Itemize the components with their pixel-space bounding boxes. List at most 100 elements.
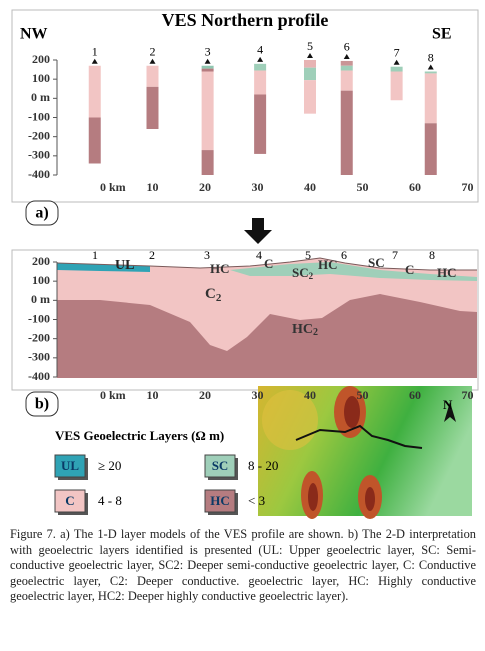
- x-tick-label: 10: [147, 180, 159, 194]
- station-label: 3: [205, 45, 211, 59]
- x-tick-label: 40: [304, 180, 316, 194]
- station-label: 7: [394, 45, 400, 59]
- layer: [424, 73, 437, 124]
- legend-swatch: [204, 454, 236, 478]
- legend-title: VES Geoelectric Layers (Ω m): [55, 428, 224, 443]
- map-inset: [258, 386, 472, 519]
- layer: [304, 67, 316, 81]
- station-label: 2: [149, 248, 155, 262]
- x-tick-label: 10: [147, 388, 159, 402]
- station-label: 1: [92, 45, 98, 59]
- caption: Figure 7. a) The 1-D layer models of the…: [10, 527, 476, 603]
- layer: [340, 90, 353, 175]
- legend-code: C: [65, 493, 74, 508]
- x-tick-label: 40: [304, 388, 316, 402]
- layer-label: HC: [437, 265, 457, 280]
- legend-code: HC: [210, 493, 230, 508]
- station-label: 6: [341, 248, 347, 262]
- y-tick-label: -300: [28, 148, 50, 162]
- x-tick-label: 60: [409, 388, 421, 402]
- y-tick-label: -100: [28, 311, 50, 325]
- legend-swatch: [54, 454, 86, 478]
- station-label: 4: [256, 248, 262, 262]
- station-label: 1: [92, 248, 98, 262]
- north-label: N: [443, 397, 453, 412]
- legend-range: 4 - 8: [98, 493, 122, 508]
- layer-label-sub: 2: [313, 327, 318, 338]
- y-tick-label: -200: [28, 128, 50, 142]
- x-tick-label: 0 km: [100, 180, 126, 194]
- layer-label: C2: [205, 286, 222, 303]
- layer-label: HC2: [292, 322, 318, 338]
- station-label: 5: [305, 248, 311, 262]
- y-tick-label: -200: [28, 330, 50, 344]
- station-label: 3: [204, 248, 210, 262]
- y-tick-label: 0 m: [31, 90, 50, 104]
- x-tick-label: 30: [252, 180, 264, 194]
- legend-swatch: [204, 489, 236, 513]
- layer: [254, 63, 267, 71]
- layer: [201, 68, 214, 72]
- x-tick-label: 20: [199, 180, 211, 194]
- x-tick-label: 60: [409, 180, 421, 194]
- station-label: 6: [344, 40, 350, 54]
- panel-label-box: [25, 391, 59, 417]
- legend-code: UL: [61, 458, 79, 473]
- layer-label: SC: [368, 255, 385, 270]
- layer: [304, 80, 316, 114]
- layer: [146, 65, 159, 87]
- y-tick-label: -400: [28, 369, 50, 383]
- station-marker: [257, 56, 264, 62]
- layer: [390, 66, 403, 72]
- layer: [424, 71, 437, 74]
- x-tick-label: 50: [357, 388, 369, 402]
- legend-range: < 3: [248, 493, 265, 508]
- x-tick-label: 30: [252, 388, 264, 402]
- layer: [340, 70, 353, 91]
- layer-label-text: SC: [292, 265, 309, 280]
- station-marker: [427, 64, 434, 70]
- station-marker: [204, 58, 211, 64]
- layer-label: UL: [115, 258, 134, 273]
- station-marker: [343, 53, 350, 59]
- layer: [201, 65, 214, 69]
- nw-label: NW: [20, 26, 48, 43]
- layer: [201, 150, 214, 175]
- panel-a-frame: [11, 9, 479, 203]
- station-label: 5: [307, 39, 313, 53]
- y-tick-label: -300: [28, 350, 50, 364]
- layer: [88, 65, 101, 118]
- layer: [390, 71, 403, 101]
- legend-range: ≥ 20: [98, 458, 121, 473]
- station-label: 2: [150, 45, 156, 59]
- layer: [424, 123, 437, 175]
- station-label: 8: [428, 50, 434, 64]
- y-tick-label: -400: [28, 167, 50, 181]
- y-tick-label: 100: [32, 71, 50, 85]
- figure-graphic: VES Northern profile NW SE a) b) VES Geo…: [11, 9, 479, 519]
- layer-label: C: [405, 262, 414, 277]
- layer: [201, 71, 214, 151]
- se-label: SE: [432, 26, 452, 43]
- layer: [88, 117, 101, 164]
- panel-label: a): [35, 205, 48, 222]
- station-marker: [393, 59, 400, 65]
- layer: [340, 65, 353, 71]
- panel-b-frame: [11, 249, 479, 391]
- x-tick-label: 50: [357, 180, 369, 194]
- y-tick-label: 200: [32, 254, 50, 268]
- layer-label: C: [264, 256, 273, 271]
- layer: [254, 94, 267, 154]
- y-tick-label: 100: [32, 273, 50, 287]
- x-tick-label: 70: [462, 388, 474, 402]
- y-tick-label: -100: [28, 109, 50, 123]
- layer-label-text: C: [205, 286, 216, 302]
- y-tick-label: 0 m: [31, 292, 50, 306]
- station-marker: [307, 53, 313, 58]
- layer: [254, 70, 267, 95]
- x-tick-label: 20: [199, 388, 211, 402]
- x-tick-label: 0 km: [100, 388, 126, 402]
- y-tick-label: 200: [32, 52, 50, 66]
- layer: [146, 86, 159, 129]
- layer: [304, 60, 316, 68]
